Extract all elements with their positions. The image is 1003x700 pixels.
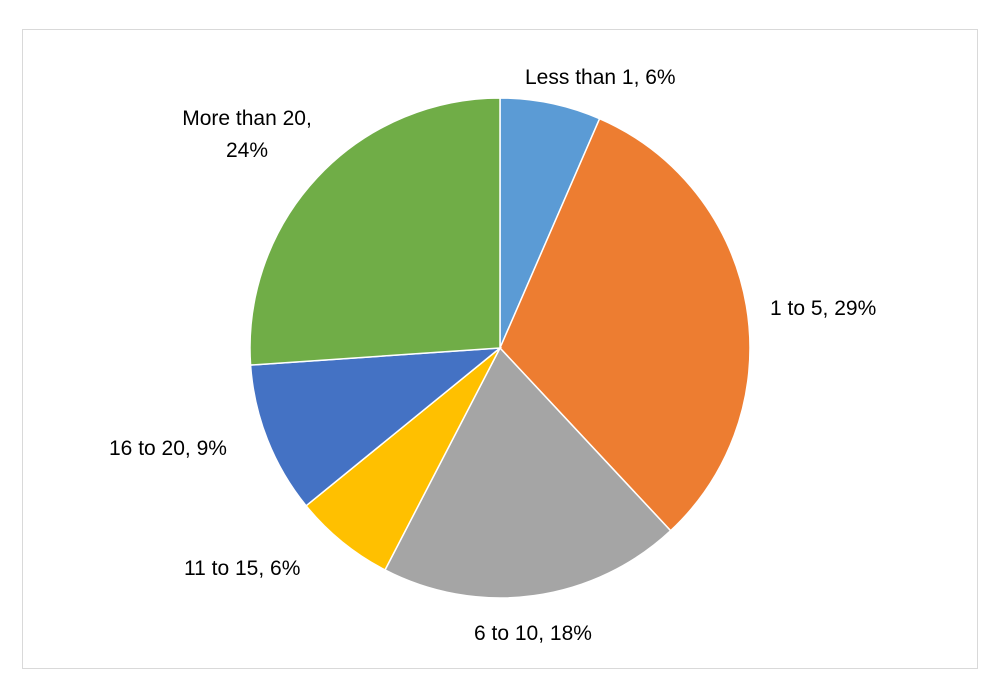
pie-slice-16-to-20 [249,347,503,507]
data-label-1-to-5: 1 to 5, 29% [770,297,876,320]
pie-slice-more-than-20 [249,97,501,366]
pie-slices [249,97,751,599]
pie-slice-6-to-10 [383,346,672,599]
data-label-less-than-1: Less than 1, 6% [525,66,676,89]
data-label-more-than-20: More than 20, 24% [182,107,312,162]
data-label-16-to-20: 16 to 20, 9% [109,437,227,460]
pie-data-labels: Less than 1, 6% 1 to 5, 29% 6 to 10, 18% 11… [109,66,876,645]
data-label-11-to-15: 11 to 15, 6% [184,557,300,580]
pie-slice-1-to-5 [499,117,751,532]
data-label-6-to-10: 6 to 10, 18% [474,622,592,645]
